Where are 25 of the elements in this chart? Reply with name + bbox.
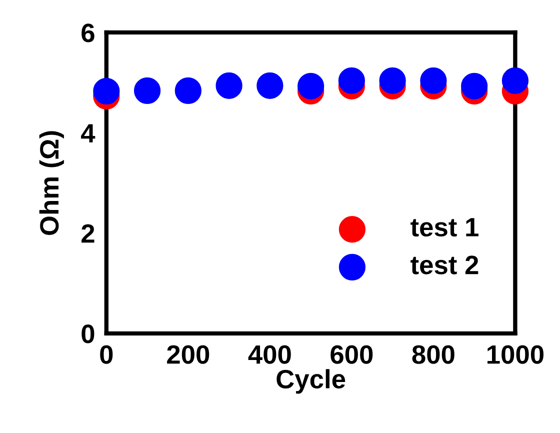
y-tick-label: 0 — [82, 324, 94, 344]
x-tick-label: 600 — [330, 345, 373, 364]
y-axis-title: Ohm (Ω) — [39, 131, 64, 235]
y-tick-label: 6 — [82, 24, 94, 42]
x-tick-label: 200 — [167, 345, 210, 364]
point — [93, 78, 120, 104]
point — [461, 72, 488, 100]
point — [134, 77, 161, 104]
legend-label: test 1 — [410, 218, 478, 237]
x-tick-label: 1000 — [488, 345, 544, 364]
point — [256, 72, 284, 99]
x-axis-title: Cycle — [276, 369, 346, 394]
point — [420, 67, 447, 94]
point — [297, 72, 324, 100]
point — [338, 67, 365, 94]
x-tick-label: 0 — [100, 345, 113, 364]
legend-label: test 2 — [410, 256, 478, 274]
point — [379, 67, 406, 94]
point — [174, 77, 202, 104]
x-tick-label: 800 — [412, 345, 454, 364]
x-tick-label: 400 — [248, 345, 291, 364]
y-tick-label: 2 — [82, 224, 94, 243]
point — [502, 67, 529, 94]
y-tick-label: 4 — [81, 124, 96, 142]
point — [216, 72, 242, 99]
